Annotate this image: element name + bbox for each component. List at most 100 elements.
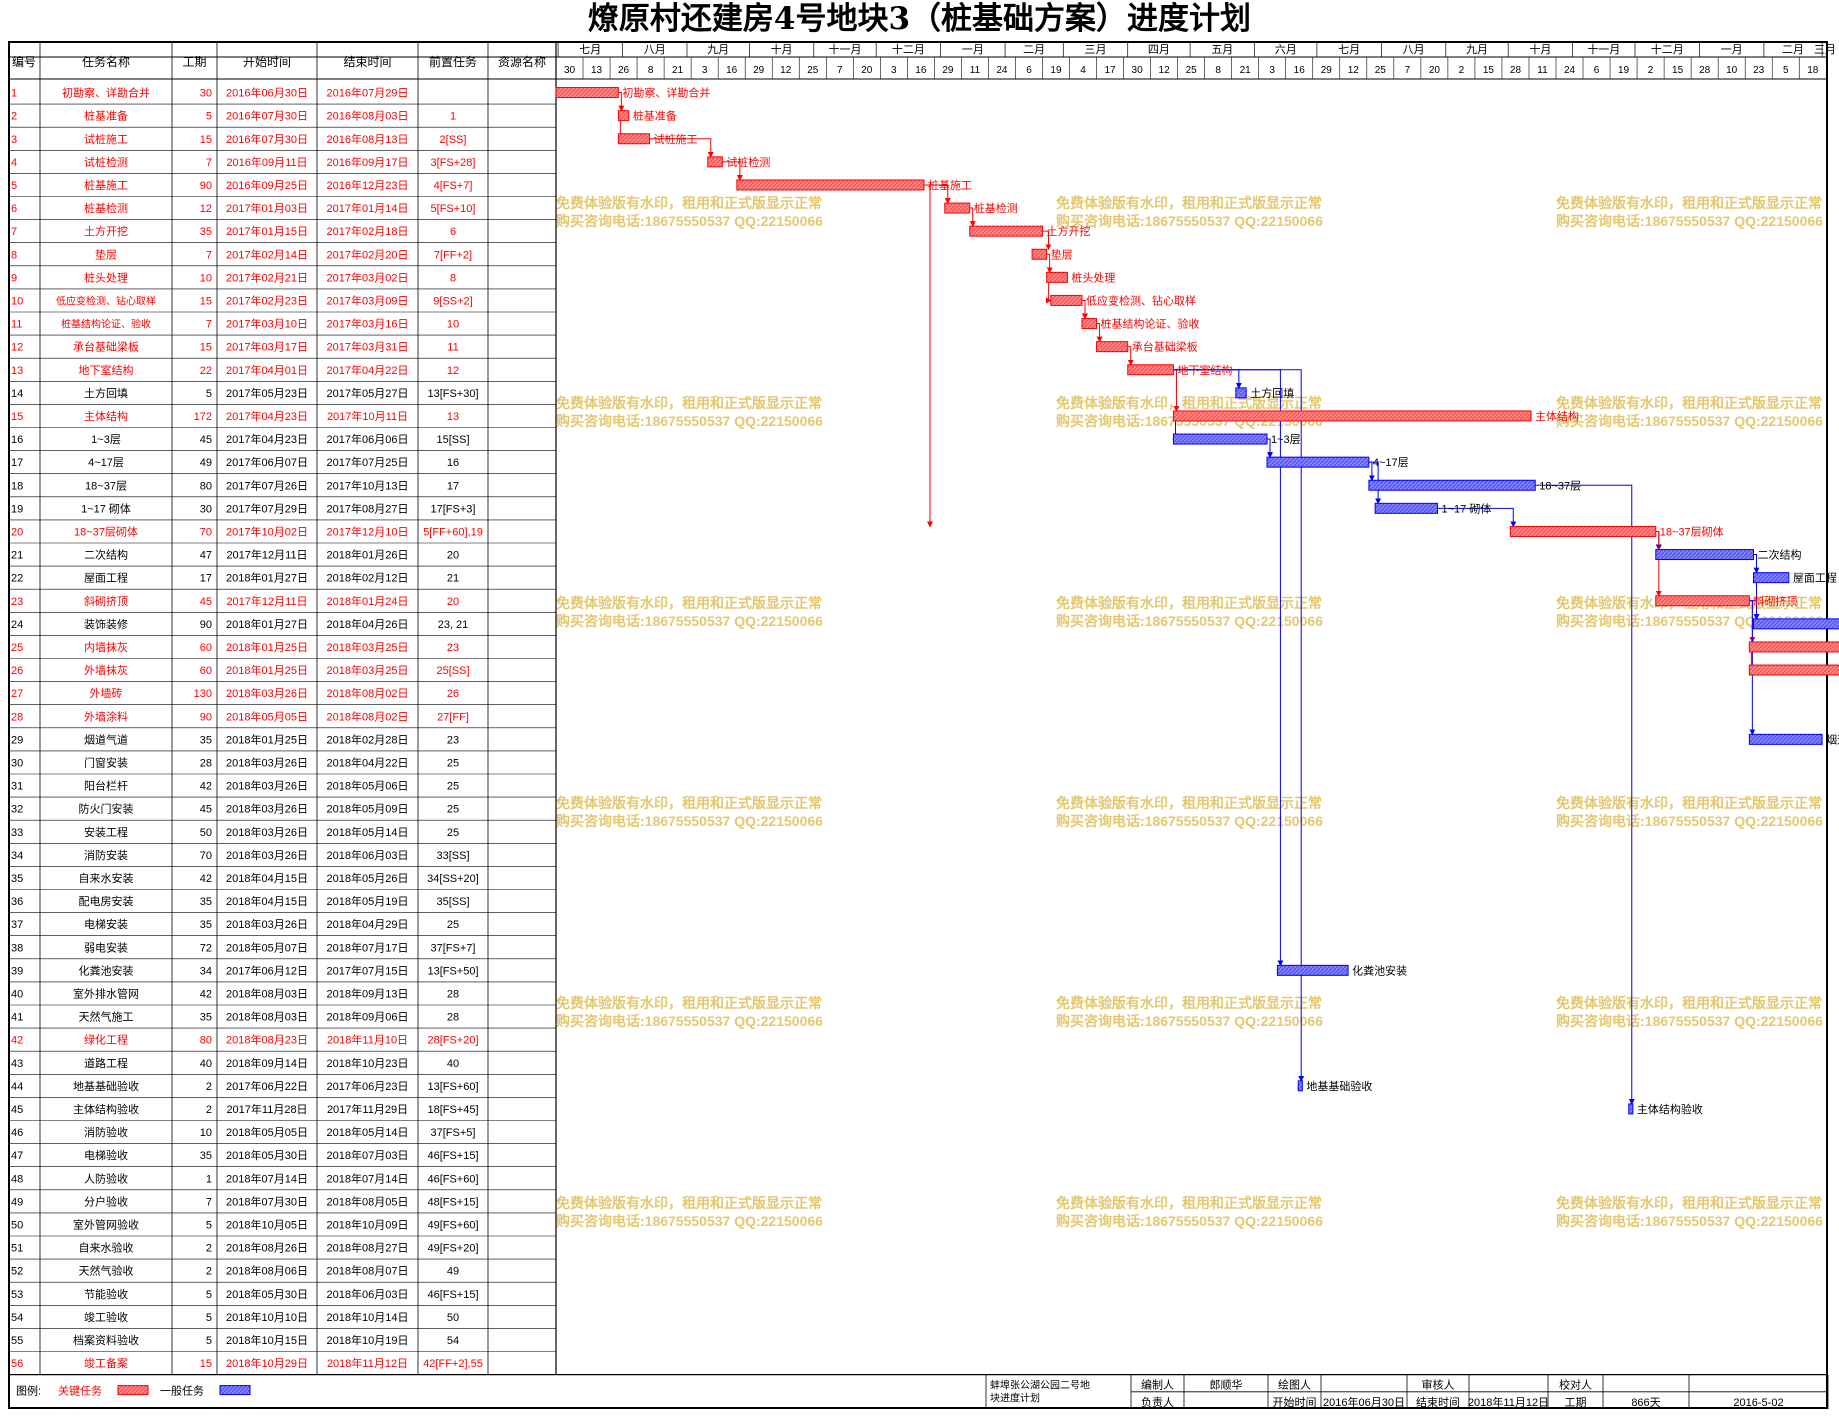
task-id: 5 bbox=[11, 180, 17, 192]
task-bar bbox=[1276, 964, 1349, 976]
task-start: 2017年06月22日 bbox=[226, 1079, 308, 1093]
task-bar bbox=[1172, 410, 1532, 422]
day-label: 21 bbox=[672, 65, 684, 76]
task-predecessor: 10 bbox=[447, 319, 459, 331]
task-end: 2018年08月02日 bbox=[327, 709, 409, 723]
task-start: 2018年03月26日 bbox=[226, 755, 308, 769]
task-predecessor: 18[FS+45] bbox=[427, 1104, 478, 1116]
column-header: 资源名称 bbox=[498, 54, 546, 69]
start-label: 开始时间 bbox=[1273, 1395, 1317, 1409]
task-id: 45 bbox=[11, 1104, 23, 1116]
watermark-line1: 免费体验版有水印，租用和正式版显示正常 bbox=[556, 995, 822, 1011]
task-name: 分户验收 bbox=[84, 1194, 128, 1208]
task-id: 30 bbox=[11, 757, 23, 769]
task-bar bbox=[1172, 433, 1268, 445]
task-start: 2017年06月12日 bbox=[226, 963, 308, 977]
task-start: 2018年03月26日 bbox=[226, 779, 308, 793]
day-label: 15 bbox=[1483, 65, 1495, 76]
task-start: 2016年07月30日 bbox=[226, 132, 308, 146]
task-name: 外墙抹灰 bbox=[84, 663, 128, 677]
task-end: 2018年01月26日 bbox=[327, 548, 409, 562]
dependency-link bbox=[923, 184, 951, 205]
task-name: 竣工验收 bbox=[84, 1310, 128, 1324]
task-start: 2018年01月27日 bbox=[226, 617, 308, 631]
dependency-link bbox=[1267, 438, 1274, 459]
task-end: 2018年10月14日 bbox=[327, 1310, 409, 1324]
dependency-link bbox=[1655, 530, 1662, 597]
task-predecessor: 49[FS+60] bbox=[427, 1219, 478, 1231]
watermark-line1: 免费体验版有水印，租用和正式版显示正常 bbox=[556, 395, 822, 411]
task-duration: 80 bbox=[200, 480, 212, 492]
dependency-link bbox=[1045, 282, 1052, 304]
task-start: 2017年05月23日 bbox=[226, 386, 308, 400]
task-start: 2018年08月03日 bbox=[226, 1010, 308, 1024]
task-start: 2018年05月05日 bbox=[226, 709, 308, 723]
day-label: 29 bbox=[1321, 65, 1333, 76]
day-label: 29 bbox=[753, 65, 765, 76]
day-label: 30 bbox=[564, 65, 576, 76]
month-label: 十二月 bbox=[892, 42, 925, 56]
watermark-line1: 免费体验版有水印，租用和正式版显示正常 bbox=[1056, 395, 1322, 411]
task-bar bbox=[1127, 364, 1174, 376]
dependency-link bbox=[1081, 299, 1088, 320]
task-name: 18~37层 bbox=[85, 479, 127, 492]
task-end: 2018年05月09日 bbox=[327, 802, 409, 816]
task-end: 2018年05月14日 bbox=[327, 825, 409, 839]
task-duration: 90 bbox=[200, 180, 212, 192]
task-id: 52 bbox=[11, 1266, 23, 1278]
task-start: 2018年10月29日 bbox=[226, 1356, 308, 1370]
task-id: 4 bbox=[11, 157, 17, 169]
task-id: 24 bbox=[11, 619, 23, 631]
task-duration: 30 bbox=[200, 503, 212, 515]
bar-label: 18~37层砌体 bbox=[1660, 524, 1724, 538]
task-name: 道路工程 bbox=[84, 1056, 128, 1070]
task-start: 2018年03月26日 bbox=[226, 825, 308, 839]
task-id: 18 bbox=[11, 480, 23, 492]
task-end: 2017年07月25日 bbox=[327, 455, 409, 469]
dependency-link bbox=[1437, 507, 1517, 528]
task-predecessor: 12 bbox=[447, 365, 459, 377]
task-name: 防火门安装 bbox=[79, 802, 134, 816]
bar-label: 桩基检测 bbox=[974, 201, 1018, 215]
task-duration: 5 bbox=[206, 1219, 212, 1231]
task-duration: 42 bbox=[200, 781, 212, 793]
month-label: 十二月 bbox=[1651, 42, 1684, 56]
task-end: 2018年08月07日 bbox=[327, 1264, 409, 1278]
task-id: 53 bbox=[11, 1289, 23, 1301]
task-predecessor: 25[SS] bbox=[436, 665, 469, 677]
task-name: 电梯安装 bbox=[84, 917, 128, 931]
month-label: 七月 bbox=[1338, 43, 1360, 56]
task-id: 32 bbox=[11, 804, 23, 816]
task-name: 弱电安装 bbox=[84, 940, 128, 954]
watermark-line2: 购买咨询电话:18675550537 QQ:22150066 bbox=[556, 1013, 823, 1029]
day-label: 25 bbox=[1186, 65, 1198, 76]
task-duration: 40 bbox=[200, 1058, 212, 1070]
task-duration: 42 bbox=[200, 988, 212, 1000]
month-label: 八月 bbox=[644, 44, 666, 56]
dependency-link bbox=[618, 92, 625, 112]
task-end: 2018年01月24日 bbox=[327, 594, 409, 608]
task-predecessor: 21 bbox=[447, 573, 459, 585]
bar-label: 试桩检测 bbox=[726, 155, 770, 169]
task-id: 34 bbox=[11, 850, 23, 862]
task-start: 2018年05月30日 bbox=[226, 1148, 308, 1162]
task-start: 2018年08月23日 bbox=[226, 1033, 308, 1047]
day-label: 6 bbox=[1594, 65, 1600, 76]
day-label: 19 bbox=[1618, 65, 1630, 76]
watermark-line2: 购买咨询电话:18675550537 QQ:22150066 bbox=[556, 813, 823, 829]
legend-normal-swatch bbox=[219, 1385, 251, 1396]
task-predecessor: 26 bbox=[447, 688, 459, 700]
column-header: 编号 bbox=[12, 54, 36, 69]
task-bar bbox=[1753, 618, 1839, 630]
task-duration: 47 bbox=[200, 550, 212, 562]
task-id: 19 bbox=[11, 503, 23, 515]
task-end: 2016年09月17日 bbox=[327, 155, 409, 169]
task-id: 31 bbox=[11, 781, 23, 793]
task-name: 地下室结构 bbox=[79, 363, 134, 377]
task-duration: 80 bbox=[200, 1035, 212, 1047]
day-label: 16 bbox=[1294, 65, 1306, 76]
task-name: 桩基准备 bbox=[84, 109, 128, 123]
day-label: 2 bbox=[1648, 65, 1654, 76]
task-end: 2017年06月23日 bbox=[327, 1079, 409, 1093]
